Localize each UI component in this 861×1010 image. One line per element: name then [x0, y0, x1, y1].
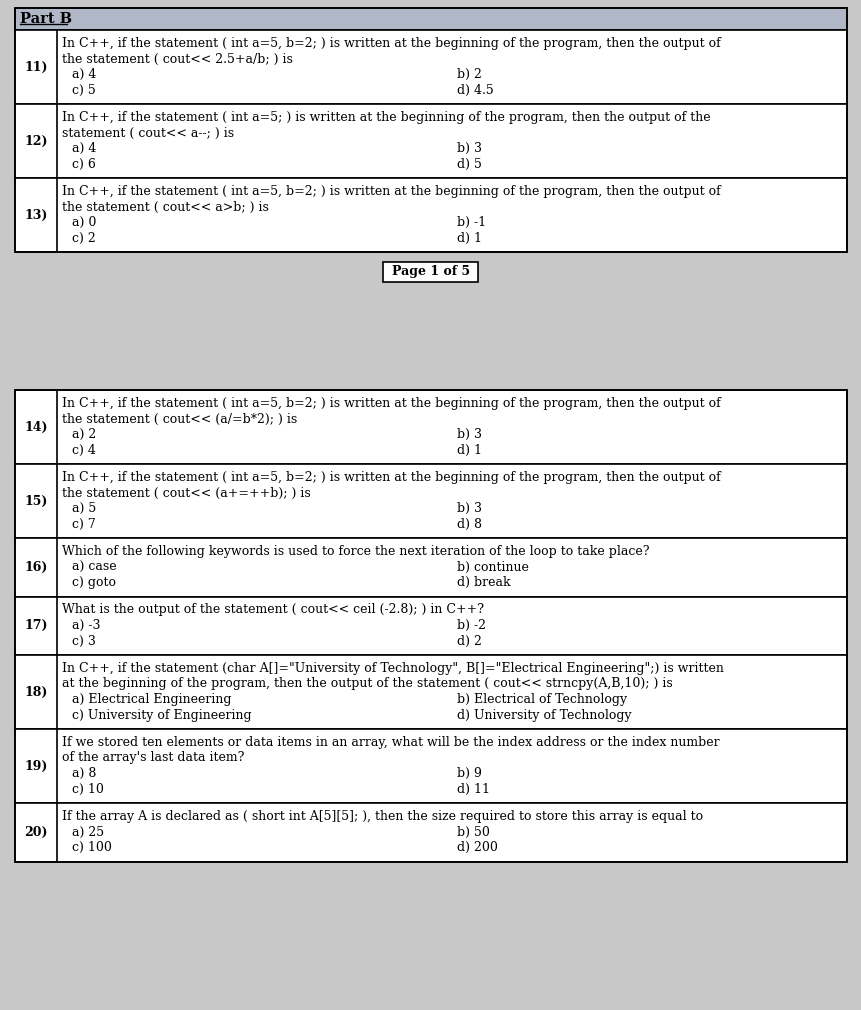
Text: at the beginning of the program, then the output of the statement ( cout<< strnc: at the beginning of the program, then th…	[62, 678, 672, 691]
Text: the statement ( cout<< (a/=b*2); ) is: the statement ( cout<< (a/=b*2); ) is	[62, 412, 297, 425]
Text: 13): 13)	[24, 208, 47, 221]
Text: 18): 18)	[24, 686, 47, 699]
Text: b) 3: b) 3	[456, 502, 481, 515]
Text: 20): 20)	[24, 826, 47, 838]
Text: 16): 16)	[24, 561, 47, 574]
Text: a) -3: a) -3	[72, 619, 101, 632]
Bar	[15, 104, 846, 178]
Bar	[15, 8, 846, 252]
Text: In C++, if the statement (char A[]="University of Technology", B[]="Electrical E: In C++, if the statement (char A[]="Univ…	[62, 662, 723, 675]
Text: d) 4.5: d) 4.5	[456, 84, 493, 97]
Bar	[15, 390, 846, 464]
Text: In C++, if the statement ( int a=5, b=2; ) is written at the beginning of the pr: In C++, if the statement ( int a=5, b=2;…	[62, 471, 720, 484]
Text: d) 5: d) 5	[456, 158, 481, 171]
Bar	[15, 30, 846, 104]
Text: c) 7: c) 7	[72, 517, 96, 530]
Text: a) case: a) case	[72, 561, 116, 574]
Text: c) 5: c) 5	[72, 84, 96, 97]
Text: b) 50: b) 50	[456, 825, 489, 838]
Text: 11): 11)	[24, 61, 47, 74]
Text: c) University of Engineering: c) University of Engineering	[72, 708, 251, 721]
Bar	[15, 178, 846, 252]
Text: 15): 15)	[24, 495, 47, 507]
Text: b) -1: b) -1	[456, 216, 486, 229]
Text: the statement ( cout<< a>b; ) is: the statement ( cout<< a>b; ) is	[62, 201, 269, 213]
Text: In C++, if the statement ( int a=5, b=2; ) is written at the beginning of the pr: In C++, if the statement ( int a=5, b=2;…	[62, 185, 720, 198]
Text: a) Electrical Engineering: a) Electrical Engineering	[72, 693, 232, 706]
Text: 17): 17)	[24, 619, 47, 632]
Text: a) 4: a) 4	[72, 142, 96, 155]
Text: b) -2: b) -2	[456, 619, 486, 632]
Text: d) 1: d) 1	[456, 443, 481, 457]
Text: 19): 19)	[24, 760, 47, 773]
Bar	[15, 8, 846, 30]
Bar	[15, 803, 846, 862]
Text: In C++, if the statement ( int a=5, b=2; ) is written at the beginning of the pr: In C++, if the statement ( int a=5, b=2;…	[62, 397, 720, 410]
Text: c) goto: c) goto	[72, 576, 116, 589]
Text: a) 0: a) 0	[72, 216, 96, 229]
Text: d) break: d) break	[456, 576, 510, 589]
Text: statement ( cout<< a--; ) is: statement ( cout<< a--; ) is	[62, 126, 234, 139]
Text: In C++, if the statement ( int a=5, b=2; ) is written at the beginning of the pr: In C++, if the statement ( int a=5, b=2;…	[62, 37, 720, 50]
Text: b) 3: b) 3	[456, 428, 481, 441]
Text: d) 8: d) 8	[456, 517, 481, 530]
Bar	[15, 729, 846, 803]
Text: a) 5: a) 5	[72, 502, 96, 515]
Text: c) 4: c) 4	[72, 443, 96, 457]
Text: c) 2: c) 2	[72, 231, 96, 244]
Bar	[15, 597, 846, 655]
Text: If the array A is declared as ( short int A[5][5]; ), then the size required to : If the array A is declared as ( short in…	[62, 810, 703, 823]
Text: the statement ( cout<< 2.5+a/b; ) is: the statement ( cout<< 2.5+a/b; ) is	[62, 53, 293, 66]
Text: c) 6: c) 6	[72, 158, 96, 171]
Text: a) 25: a) 25	[72, 825, 104, 838]
Text: d) 200: d) 200	[456, 841, 498, 854]
Bar	[15, 390, 846, 862]
Text: If we stored ten elements or data items in an array, what will be the index addr: If we stored ten elements or data items …	[62, 736, 719, 749]
Bar	[15, 538, 846, 597]
Text: d) 1: d) 1	[456, 231, 481, 244]
Text: b) Electrical of Technology: b) Electrical of Technology	[456, 693, 627, 706]
Text: a) 8: a) 8	[72, 767, 96, 780]
Text: c) 100: c) 100	[72, 841, 112, 854]
Bar	[383, 262, 478, 282]
Text: a) 4: a) 4	[72, 68, 96, 81]
Text: Page 1 of 5: Page 1 of 5	[392, 266, 469, 279]
Text: Part B: Part B	[20, 12, 72, 26]
Bar	[15, 655, 846, 729]
Text: b) 2: b) 2	[456, 68, 481, 81]
Text: b) continue: b) continue	[456, 561, 529, 574]
Text: What is the output of the statement ( cout<< ceil (-2.8); ) in C++?: What is the output of the statement ( co…	[62, 604, 483, 616]
Text: 14): 14)	[24, 420, 47, 433]
Text: In C++, if the statement ( int a=5; ) is written at the beginning of the program: In C++, if the statement ( int a=5; ) is…	[62, 111, 709, 124]
Text: of the array's last data item?: of the array's last data item?	[62, 751, 244, 765]
Text: d) 2: d) 2	[456, 634, 481, 647]
Text: b) 3: b) 3	[456, 142, 481, 155]
Text: d) 11: d) 11	[456, 783, 489, 796]
Text: d) University of Technology: d) University of Technology	[456, 708, 631, 721]
Text: the statement ( cout<< (a+=++b); ) is: the statement ( cout<< (a+=++b); ) is	[62, 487, 310, 500]
Text: c) 10: c) 10	[72, 783, 104, 796]
Text: 12): 12)	[24, 134, 47, 147]
Bar	[15, 464, 846, 538]
Text: Which of the following keywords is used to force the next iteration of the loop : Which of the following keywords is used …	[62, 545, 648, 558]
Text: b) 9: b) 9	[456, 767, 481, 780]
Text: a) 2: a) 2	[72, 428, 96, 441]
Text: c) 3: c) 3	[72, 634, 96, 647]
